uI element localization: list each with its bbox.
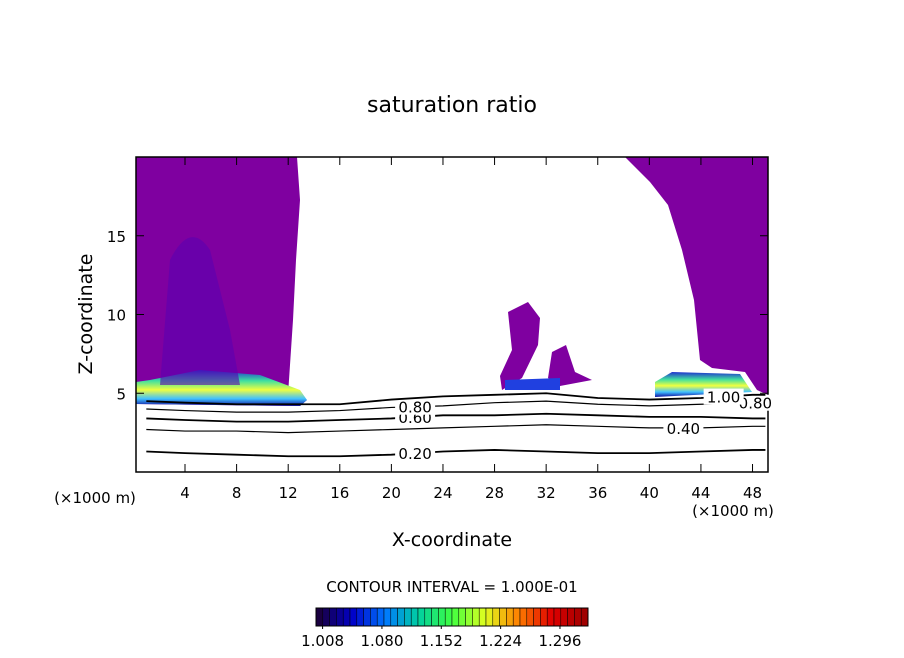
x-tick-label: 44 [691, 484, 710, 502]
colorbar-cell [363, 607, 371, 627]
x-tick-label: 40 [640, 484, 659, 502]
contour-label: 0.80 [398, 399, 431, 417]
colorbar-cell [533, 607, 541, 627]
colorbar-cell [336, 607, 344, 627]
contour-label: 0.80 [739, 395, 772, 413]
region [160, 237, 240, 385]
contour-label-bg [663, 419, 704, 436]
contour-line [146, 400, 766, 413]
colorbar-frame [315, 607, 589, 627]
x-tick-label: 32 [537, 484, 556, 502]
filled-regions [136, 157, 768, 406]
colorbar-cell [383, 607, 392, 627]
colorbar-cell [492, 607, 500, 627]
region [548, 345, 592, 386]
colorbar-cell [410, 607, 419, 627]
colorbar-cell [376, 607, 385, 627]
colorbar-cell [444, 607, 453, 627]
contour-interval: CONTOUR INTERVAL = 1.000E-01 [326, 578, 577, 596]
x-tick-label: 4 [180, 484, 190, 502]
x-tick-label: 24 [433, 484, 452, 502]
colorbar-cell [342, 607, 351, 627]
colorbar-cell [431, 607, 439, 627]
contour-line [146, 412, 766, 423]
colorbar-cell [560, 607, 568, 627]
y-tick-label: 15 [107, 228, 126, 246]
contour-label: 1.00 [707, 389, 740, 407]
chart-title: saturation ratio [367, 93, 537, 118]
colorbar-cell [506, 607, 514, 627]
contour-label-bg [395, 445, 436, 462]
colorbar-cell [472, 607, 480, 627]
colorbar-tick-label: 1.296 [538, 632, 581, 650]
colorbar-cell [315, 607, 324, 627]
colorbar-cell [574, 607, 582, 627]
colorbar-cell [438, 607, 446, 627]
colorbar-cell [404, 607, 412, 627]
colorbar-cell [580, 607, 589, 627]
colorbar-cell [458, 607, 466, 627]
x-tick-label: 20 [382, 484, 401, 502]
region [500, 302, 540, 390]
colorbar-cell [499, 607, 507, 627]
colorbar-cell [424, 607, 432, 627]
x-unit-label: (×1000 m) [54, 489, 136, 507]
colorbar-cell [322, 607, 330, 627]
region [625, 157, 768, 395]
colorbar-cell [553, 607, 562, 627]
colorbar-cell [546, 607, 555, 627]
contour-label-bg [395, 398, 436, 415]
x-tick-label: 16 [330, 484, 349, 502]
colorbar-cell [329, 607, 337, 627]
colorbar-cell [519, 607, 528, 627]
colorbar-cell [512, 607, 521, 627]
contour-label-bg [703, 388, 744, 405]
colorbar-cell [567, 607, 575, 627]
colorbar-cell [485, 607, 494, 627]
x-tick-label: 12 [279, 484, 298, 502]
x-unit-label: (×1000 m) [692, 502, 774, 520]
y-tick-label: 10 [107, 307, 126, 325]
colorbar-cell [349, 607, 358, 627]
contour-line [146, 392, 766, 406]
x-tick-label: 28 [485, 484, 504, 502]
x-axis-label: X-coordinate [392, 529, 512, 551]
colorbar-cell [478, 607, 487, 627]
contour-label-bg [735, 394, 776, 411]
colorbar-tick-label: 1.008 [301, 632, 344, 650]
colorbar-tick-label: 1.152 [420, 632, 463, 650]
colorbar-tick-label: 1.224 [479, 632, 522, 650]
y-axis-label: Z-coordinate [75, 254, 97, 375]
colorbar-cell [370, 607, 378, 627]
region [505, 378, 560, 390]
colorbar-cell [356, 607, 364, 627]
y-tick-label: 5 [116, 385, 126, 403]
contour-line [146, 449, 766, 458]
contour-label: 0.20 [398, 445, 431, 463]
x-tick-label: 36 [588, 484, 607, 502]
colorbar-cell [526, 607, 534, 627]
colorbar-cell [451, 607, 460, 627]
colorbar-cell [465, 607, 473, 627]
colorbar-cell [417, 607, 426, 627]
x-tick-label: 8 [232, 484, 242, 502]
colorbar-tick-label: 1.080 [360, 632, 403, 650]
contour-label: 0.40 [667, 420, 700, 438]
x-tick-label: 48 [743, 484, 762, 502]
colorbar-cell [397, 607, 405, 627]
colorbar-cell [540, 607, 548, 627]
colorbar-cell [390, 607, 398, 627]
